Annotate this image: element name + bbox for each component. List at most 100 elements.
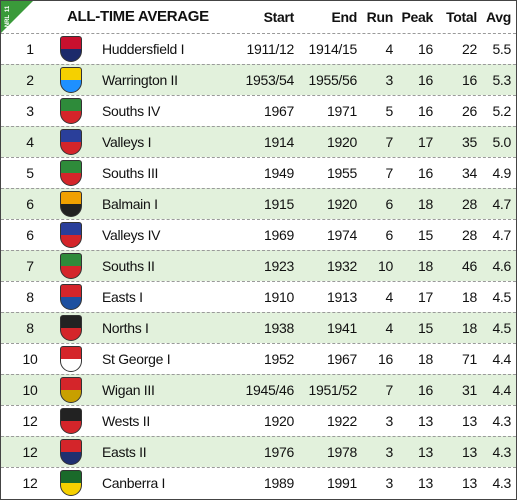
rank: 12	[22, 444, 38, 460]
team-name: Souths III	[102, 165, 159, 181]
rank: 10	[22, 382, 38, 398]
stat: 3	[385, 444, 394, 460]
stat: 1945/46	[245, 382, 294, 398]
stat: 13	[418, 475, 433, 491]
team-logo	[60, 408, 82, 434]
stat: 4.3	[492, 444, 511, 460]
team-name: Wests II	[102, 413, 150, 429]
stat: 1911/12	[246, 41, 295, 57]
team-name: Souths IV	[102, 103, 161, 119]
stat: 18	[462, 289, 477, 305]
stat: 7	[385, 165, 394, 181]
stat: 13	[462, 444, 477, 460]
stat: 5.0	[492, 134, 511, 150]
table-row: 6 Valleys IV 1969 1974 6 15 28 4.7	[1, 219, 516, 250]
stat: 5.2	[492, 103, 511, 119]
stat: 28	[462, 227, 477, 243]
stat: 18	[418, 258, 433, 274]
table-row: 3 Souths IV 1967 1971 5 16 26 5.2	[1, 95, 516, 126]
stat: 1949	[264, 165, 294, 181]
column-header: Avg	[485, 9, 511, 25]
table-row: 8 Easts I 1910 1913 4 17 18 4.5	[1, 281, 516, 312]
team-name: Norths I	[102, 320, 149, 336]
stat: 4	[385, 41, 394, 57]
rank: 8	[26, 289, 34, 305]
column-header: Start	[263, 9, 295, 25]
stat: 1967	[327, 351, 357, 367]
stat: 1955/56	[308, 72, 357, 88]
team-logo	[60, 67, 82, 93]
stat: 1920	[327, 134, 357, 150]
team-logo	[60, 253, 82, 279]
stat: 1969	[264, 227, 294, 243]
team-name: Easts I	[102, 289, 143, 305]
stat: 17	[418, 289, 433, 305]
team-logo	[60, 315, 82, 341]
table-title: ALL-TIME AVERAGE	[67, 8, 209, 25]
stat: 4.3	[492, 475, 511, 491]
stat: 1920	[327, 196, 357, 212]
team-name: Wigan III	[102, 382, 155, 398]
stat: 1914/15	[308, 41, 357, 57]
team-name: Valleys IV	[102, 227, 161, 243]
stat: 4	[385, 289, 394, 305]
table-row: 2 Warrington II 1953/54 1955/56 3 16 16 5.3	[1, 64, 516, 95]
team-name: Souths II	[102, 258, 155, 274]
table-row: 12 Canberra I 1989 1991 3 13 13 4.3	[1, 467, 516, 498]
stat: 1914	[264, 134, 294, 150]
stat: 18	[418, 196, 433, 212]
rank: 7	[26, 258, 34, 274]
stat: 31	[462, 382, 477, 398]
stat: 22	[462, 41, 477, 57]
stat: 1923	[264, 258, 294, 274]
table-row: 7 Souths II 1923 1932 10 18 46 4.6	[1, 250, 516, 281]
logo-text: NRL	[5, 14, 12, 28]
team-logo	[60, 129, 82, 155]
stat: 16	[462, 72, 477, 88]
stat: 1953/54	[245, 72, 294, 88]
stat: 1978	[327, 444, 357, 460]
stat: 16	[418, 382, 433, 398]
stat: 1932	[327, 258, 357, 274]
stat: 1920	[264, 413, 294, 429]
stat: 16	[418, 72, 433, 88]
stat: 4.7	[492, 196, 511, 212]
stat: 16	[378, 351, 393, 367]
stat: 6	[385, 227, 394, 243]
stat: 1913	[327, 289, 357, 305]
table-row: 4 Valleys I 1914 1920 7 17 35 5.0	[1, 126, 516, 157]
team-logo	[60, 160, 82, 186]
stat: 16	[418, 103, 433, 119]
team-logo	[60, 439, 82, 465]
stat: 4	[385, 320, 394, 336]
stat: 1910	[264, 289, 294, 305]
rank: 5	[26, 165, 34, 181]
rank: 3	[26, 103, 34, 119]
rank: 2	[26, 72, 34, 88]
rank: 12	[22, 413, 38, 429]
team-logo	[60, 191, 82, 217]
stat: 13	[462, 413, 477, 429]
stat: 1967	[264, 103, 294, 119]
stat: 4.5	[492, 289, 511, 305]
stat: 6	[385, 196, 394, 212]
team-name: Canberra I	[102, 475, 166, 491]
table-row: 1 Huddersfield I 1911/12 1914/15 4 16 22 5.5	[1, 33, 516, 64]
team-logo	[60, 377, 82, 403]
stat: 4.4	[492, 382, 511, 398]
rank: 6	[26, 196, 34, 212]
stat: 17	[418, 134, 433, 150]
stat: 16	[418, 165, 433, 181]
stat: 18	[418, 351, 433, 367]
logo-text: 11	[5, 5, 12, 13]
team-name: Easts II	[102, 444, 147, 460]
table-row: 10 Wigan III 1945/46 1951/52 7 16 31 4.4	[1, 374, 516, 405]
stat: 15	[418, 227, 433, 243]
table-row: 10 St George I 1952 1967 16 18 71 4.4	[1, 343, 516, 374]
stat: 10	[378, 258, 393, 274]
stat: 5.3	[492, 72, 511, 88]
stat: 3	[385, 72, 394, 88]
table-row: 12 Wests II 1920 1922 3 13 13 4.3	[1, 405, 516, 436]
stat: 1971	[327, 103, 357, 119]
